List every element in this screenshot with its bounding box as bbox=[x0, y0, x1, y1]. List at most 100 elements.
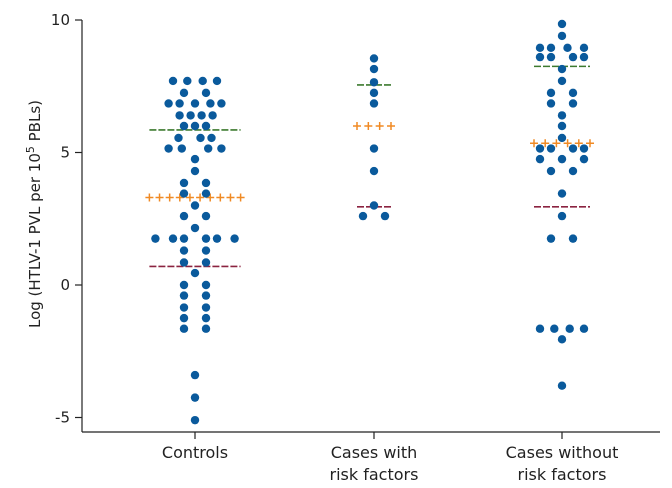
mean-plus-marker bbox=[387, 122, 395, 130]
data-point bbox=[557, 64, 567, 74]
data-point bbox=[168, 234, 178, 243]
mean-plus-marker bbox=[196, 193, 205, 202]
data-point bbox=[198, 76, 207, 86]
data-point bbox=[546, 144, 556, 153]
data-point bbox=[369, 64, 379, 74]
data-point bbox=[579, 52, 589, 62]
data-point bbox=[190, 393, 200, 402]
data-point bbox=[557, 76, 567, 86]
data-point bbox=[201, 280, 211, 290]
data-point bbox=[563, 43, 572, 53]
mean-plus-marker bbox=[236, 193, 245, 202]
data-point bbox=[369, 201, 379, 210]
data-point bbox=[179, 121, 189, 131]
data-point bbox=[557, 154, 567, 164]
mean-plus-marker bbox=[364, 122, 373, 130]
data-point bbox=[196, 133, 205, 143]
x-category-label: risk factors bbox=[518, 465, 607, 484]
data-point bbox=[190, 166, 200, 176]
data-point bbox=[201, 324, 211, 333]
data-point bbox=[164, 99, 173, 108]
data-point bbox=[369, 78, 379, 87]
data-point bbox=[179, 211, 189, 221]
data-point bbox=[175, 99, 184, 108]
data-point bbox=[217, 144, 226, 153]
mean-plus-marker bbox=[165, 193, 174, 202]
data-point bbox=[190, 415, 200, 425]
data-point bbox=[190, 154, 200, 164]
data-point bbox=[546, 43, 556, 53]
data-point bbox=[201, 121, 211, 131]
data-point bbox=[369, 166, 379, 176]
y-axis-title-superscript: 5 bbox=[24, 146, 37, 153]
y-tick-label: 10 bbox=[51, 11, 70, 29]
data-point bbox=[164, 144, 173, 153]
data-point bbox=[557, 31, 567, 41]
data-point bbox=[201, 189, 211, 198]
data-point bbox=[179, 324, 189, 333]
data-point bbox=[204, 144, 213, 153]
data-point bbox=[579, 324, 589, 333]
data-point bbox=[177, 144, 186, 153]
data-point bbox=[579, 43, 589, 53]
mean-plus-marker bbox=[552, 139, 561, 148]
data-point bbox=[151, 234, 160, 243]
data-point bbox=[201, 211, 211, 221]
data-point bbox=[179, 178, 189, 188]
axes bbox=[75, 19, 660, 439]
data-point bbox=[186, 111, 195, 120]
data-point bbox=[179, 291, 189, 300]
data-point bbox=[546, 234, 556, 243]
data-point bbox=[546, 52, 556, 62]
data-point bbox=[174, 133, 183, 143]
data-point bbox=[201, 88, 211, 98]
data-point bbox=[201, 303, 211, 312]
mean-plus-marker bbox=[216, 193, 225, 202]
data-point bbox=[535, 43, 545, 53]
chart-marks bbox=[145, 19, 594, 425]
data-point bbox=[168, 76, 178, 86]
data-point bbox=[557, 121, 567, 131]
data-point bbox=[201, 246, 211, 255]
data-point bbox=[358, 211, 368, 221]
data-point bbox=[201, 234, 211, 243]
data-point bbox=[535, 144, 545, 153]
data-point bbox=[546, 88, 556, 98]
data-point bbox=[207, 133, 216, 143]
data-point bbox=[369, 144, 379, 153]
y-tick-label: 5 bbox=[60, 144, 70, 162]
data-point bbox=[190, 268, 200, 278]
data-point bbox=[568, 99, 578, 108]
data-point bbox=[535, 324, 545, 333]
data-point bbox=[197, 111, 206, 120]
data-point bbox=[369, 54, 379, 63]
data-point bbox=[190, 370, 200, 380]
data-point bbox=[183, 76, 192, 86]
data-point bbox=[546, 99, 556, 108]
data-point bbox=[568, 52, 578, 62]
data-point bbox=[190, 223, 200, 233]
data-point bbox=[190, 201, 200, 210]
mean-plus-marker bbox=[353, 122, 361, 130]
mean-plus-marker bbox=[206, 193, 215, 202]
data-point bbox=[201, 313, 211, 323]
data-point bbox=[557, 211, 567, 221]
data-point bbox=[190, 99, 200, 108]
data-point bbox=[179, 280, 189, 290]
data-point bbox=[206, 99, 215, 108]
data-point bbox=[179, 234, 189, 243]
data-point bbox=[557, 133, 567, 143]
mean-plus-marker bbox=[574, 139, 583, 148]
x-category-label: Controls bbox=[162, 443, 228, 462]
data-point bbox=[179, 258, 189, 267]
data-point bbox=[201, 178, 211, 188]
data-point bbox=[557, 111, 567, 120]
data-point bbox=[369, 99, 379, 108]
data-point bbox=[179, 189, 189, 198]
data-point bbox=[568, 234, 578, 243]
x-category-label: Cases with bbox=[331, 443, 418, 462]
chart-labels: -5 0 5 10 Controls Cases with risk factors Case… bbox=[24, 11, 618, 484]
y-tick-label: 0 bbox=[60, 276, 70, 294]
mean-plus-marker bbox=[185, 193, 194, 202]
